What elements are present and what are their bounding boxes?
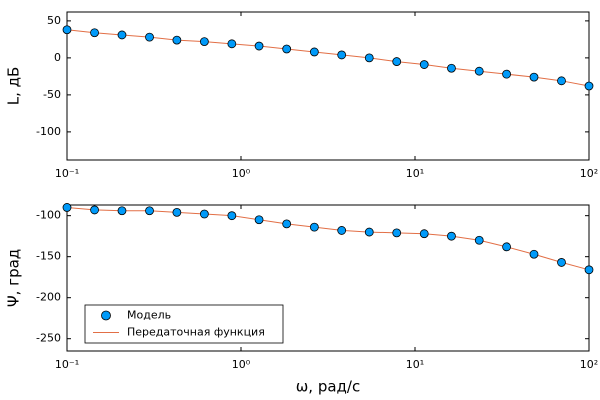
- panel: -250 -200 -150 -100 10⁻¹ 10⁰ 10¹ 10² Ψ, град ω, р…: [5, 203, 598, 396]
- series-line: [66, 29, 590, 87]
- y-tick-label: -100: [36, 125, 61, 138]
- marker: [447, 63, 456, 73]
- series-line: [66, 206, 590, 271]
- y-tick-label: -250: [36, 332, 61, 345]
- marker: [584, 81, 594, 91]
- x-tick-label: 10⁻¹: [55, 167, 79, 180]
- marker: [309, 47, 319, 57]
- marker: [90, 205, 99, 215]
- marker: [117, 30, 127, 40]
- plot-frame: [66, 204, 590, 352]
- marker: [337, 226, 347, 235]
- marker: [419, 60, 429, 69]
- marker: [392, 57, 402, 66]
- marker: [172, 35, 182, 45]
- legend-swatch: [101, 310, 111, 321]
- x-tick-label: 10²: [580, 167, 598, 180]
- x-tick-label: 10⁰: [232, 358, 251, 371]
- x-axis-label: ω, рад/с: [296, 378, 360, 396]
- x-tick-label: 10⁻¹: [55, 358, 79, 371]
- y-tick-label: -150: [36, 250, 61, 263]
- marker: [199, 209, 209, 219]
- marker: [502, 69, 511, 79]
- marker: [227, 39, 237, 49]
- marker: [392, 228, 402, 238]
- marker: [199, 37, 209, 46]
- marker: [474, 66, 484, 76]
- marker: [557, 76, 566, 86]
- x-tick-label: 10²: [580, 358, 598, 371]
- plot-frame: [66, 11, 590, 161]
- marker: [474, 235, 484, 245]
- marker: [172, 207, 182, 217]
- marker: [557, 258, 566, 267]
- marker: [62, 25, 72, 35]
- marker: [90, 28, 99, 38]
- marker: [584, 265, 594, 275]
- marker: [282, 44, 292, 54]
- marker: [419, 229, 429, 239]
- marker: [529, 249, 539, 259]
- marker: [62, 203, 72, 212]
- marker: [502, 242, 511, 252]
- legend-label: Модель: [127, 309, 171, 322]
- y-tick-label: 0: [54, 51, 61, 64]
- y-tick-label: -100: [36, 209, 61, 222]
- x-tick-label: 10¹: [406, 167, 424, 180]
- marker: [117, 206, 127, 216]
- y-tick-label: -50: [43, 88, 61, 101]
- marker: [337, 50, 347, 60]
- panel: -100 -50 0 50 10⁻¹ 10⁰ 10¹ 10² L, дБ: [5, 11, 598, 180]
- marker: [447, 231, 456, 241]
- legend-box: [84, 304, 284, 344]
- marker: [254, 215, 264, 225]
- marker: [145, 32, 154, 42]
- marker: [227, 211, 237, 221]
- y-axis-label: L, дБ: [5, 67, 23, 106]
- x-tick-label: 10⁰: [232, 167, 251, 180]
- x-tick-label: 10¹: [406, 358, 424, 371]
- marker: [364, 227, 374, 237]
- marker: [254, 41, 264, 51]
- marker: [309, 222, 319, 232]
- y-axis-label: Ψ, град: [5, 249, 23, 307]
- marker: [529, 72, 539, 82]
- legend-label: Передаточная функция: [127, 326, 265, 339]
- marker: [282, 219, 292, 229]
- marker: [364, 53, 374, 63]
- marker: [145, 206, 154, 216]
- y-tick-label: -200: [36, 291, 61, 304]
- y-tick-label: 50: [47, 14, 61, 27]
